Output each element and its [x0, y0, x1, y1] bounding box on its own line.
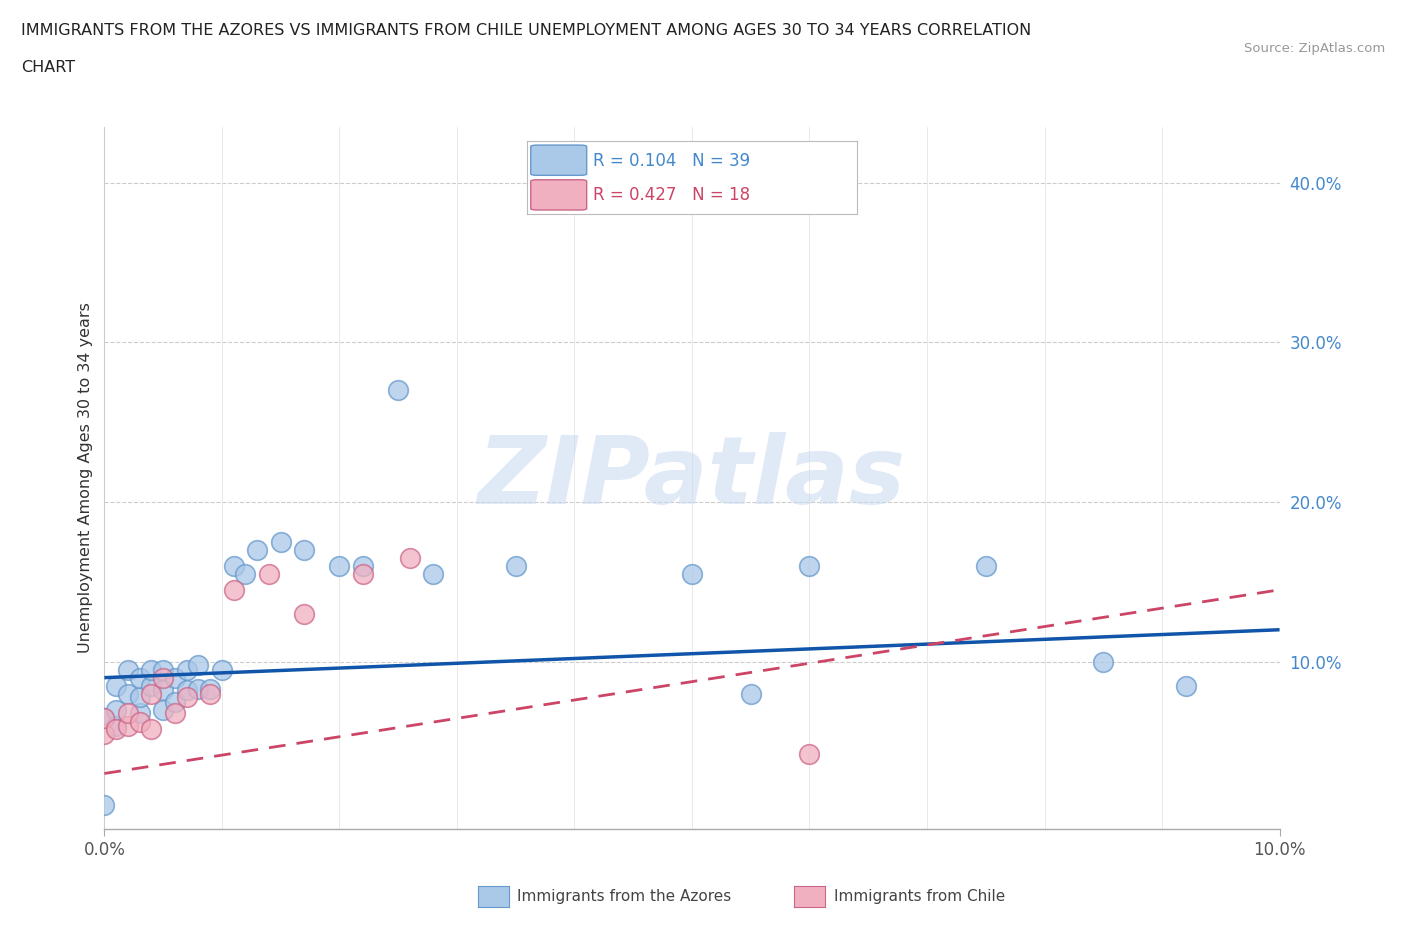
Point [292, 542, 315, 557]
Point [799, 558, 821, 573]
Point [681, 566, 703, 581]
Point [399, 551, 422, 565]
Point [141, 662, 163, 677]
Point [117, 705, 139, 720]
Point [105, 678, 128, 693]
Point [117, 718, 139, 733]
Point [328, 558, 350, 573]
Point [152, 662, 174, 677]
Point [257, 566, 280, 581]
Text: Source: ZipAtlas.com: Source: ZipAtlas.com [1244, 42, 1385, 55]
Point [246, 542, 269, 557]
Point [176, 689, 198, 704]
Point [352, 566, 374, 581]
Text: CHART: CHART [21, 60, 75, 75]
Point [141, 722, 163, 737]
Point [187, 658, 209, 672]
Point [117, 686, 139, 701]
Text: Immigrants from the Azores: Immigrants from the Azores [517, 889, 731, 904]
Point [152, 683, 174, 698]
Point [152, 702, 174, 717]
Point [163, 705, 186, 720]
Point [176, 683, 198, 698]
Point [93, 711, 115, 725]
Point [93, 726, 115, 741]
Point [128, 705, 150, 720]
Point [105, 718, 128, 733]
Point [163, 671, 186, 685]
Point [222, 558, 245, 573]
Point [1174, 678, 1197, 693]
Point [198, 686, 221, 701]
Point [505, 558, 527, 573]
Point [105, 702, 128, 717]
Text: Immigrants from Chile: Immigrants from Chile [834, 889, 1005, 904]
Point [141, 686, 163, 701]
Point [128, 689, 150, 704]
Point [198, 682, 221, 697]
Text: IMMIGRANTS FROM THE AZORES VS IMMIGRANTS FROM CHILE UNEMPLOYMENT AMONG AGES 30 T: IMMIGRANTS FROM THE AZORES VS IMMIGRANTS… [21, 23, 1032, 38]
Point [292, 606, 315, 621]
Point [141, 678, 163, 693]
Text: ZIPatlas: ZIPatlas [478, 432, 905, 524]
Point [93, 711, 115, 725]
Point [1092, 654, 1115, 669]
Point [187, 682, 209, 697]
Point [105, 722, 128, 737]
Y-axis label: Unemployment Among Ages 30 to 34 years: Unemployment Among Ages 30 to 34 years [79, 302, 93, 654]
Point [222, 582, 245, 597]
Point [799, 747, 821, 762]
Point [152, 671, 174, 685]
Point [211, 662, 233, 677]
Point [235, 566, 257, 581]
Point [422, 566, 444, 581]
Point [128, 715, 150, 730]
Point [974, 558, 997, 573]
Point [117, 662, 139, 677]
Point [387, 383, 409, 398]
Point [176, 662, 198, 677]
Point [93, 798, 115, 813]
Point [270, 535, 292, 550]
Point [128, 671, 150, 685]
Point [163, 694, 186, 709]
Point [352, 558, 374, 573]
Point [740, 686, 762, 701]
